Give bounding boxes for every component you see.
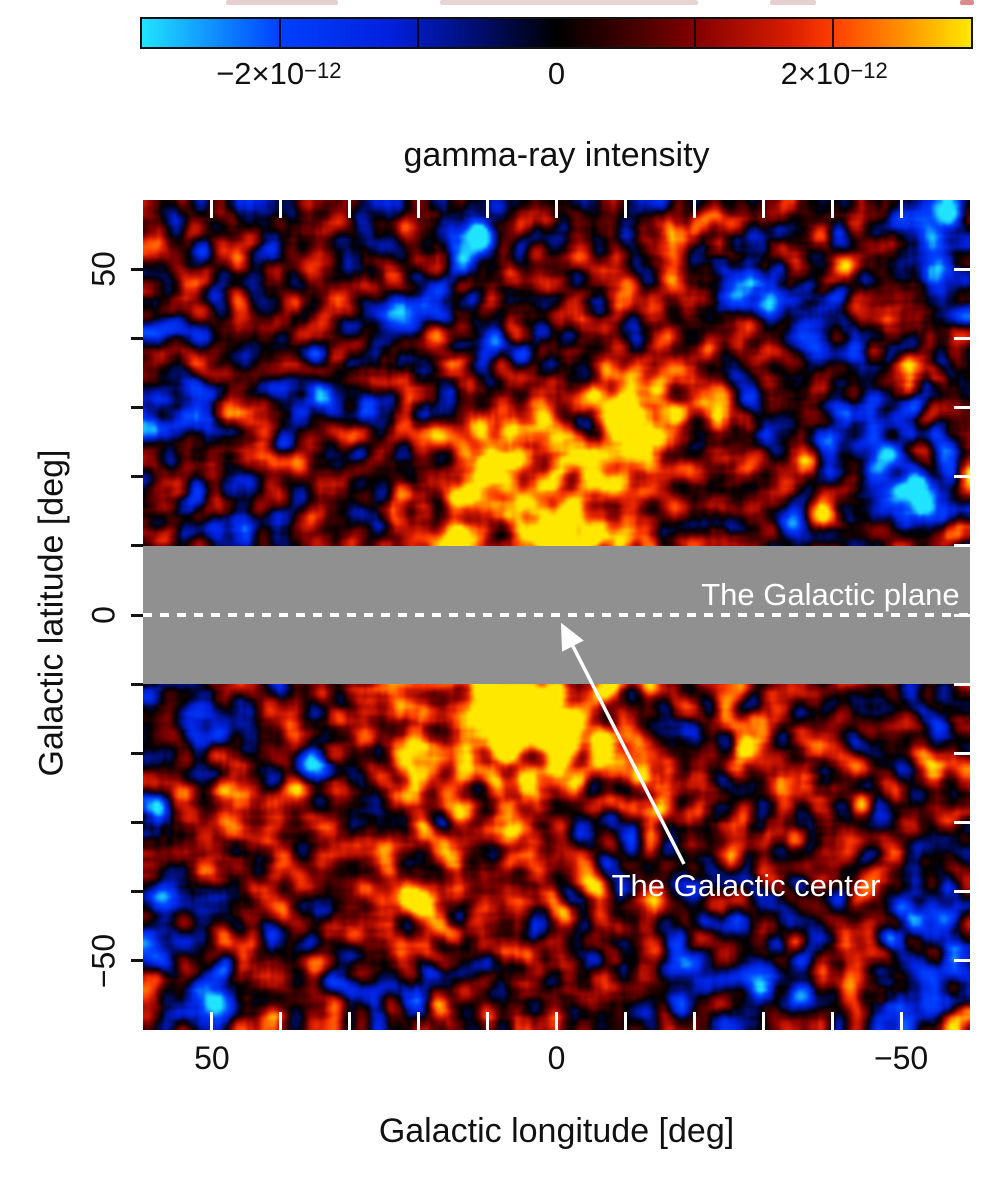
galactic-center-label: The Galactic center: [611, 868, 881, 904]
x-tick-label: 0: [547, 1040, 566, 1076]
colorbar-tick-line: [693, 19, 696, 47]
axis-tick: [279, 200, 283, 218]
axis-tick: [623, 200, 627, 218]
galactic-plane-label: The Galactic plane: [701, 577, 960, 613]
axis-tick: [830, 200, 834, 218]
x-axis-title: Galactic longitude [deg]: [378, 1112, 735, 1150]
axis-tick: [486, 200, 490, 218]
axis-tick: [954, 267, 970, 271]
axis-tick: [131, 890, 143, 894]
axis-tick: [131, 682, 143, 686]
axis-tick: [954, 751, 970, 755]
axis-tick: [210, 200, 214, 218]
axis-tick: [623, 1012, 627, 1030]
axis-tick: [486, 1012, 490, 1030]
axis-tick: [954, 406, 970, 409]
colorbar-tick-line: [417, 19, 420, 47]
axis-tick: [417, 1012, 421, 1030]
axis-tick: [348, 200, 352, 218]
axis-tick: [899, 1012, 903, 1030]
colorbar-tick-label: 2×10−12: [780, 56, 888, 91]
axis-tick: [692, 200, 696, 218]
axis-tick: [210, 1012, 214, 1030]
crop-mark: [960, 0, 974, 5]
colorbar-tick-line: [279, 19, 282, 47]
axis-tick: [954, 613, 970, 617]
axis-tick: [131, 544, 143, 548]
axis-tick: [131, 267, 143, 271]
axis-tick: [131, 336, 143, 340]
axis-tick: [692, 1012, 696, 1030]
axis-tick: [954, 475, 970, 479]
axis-tick: [417, 200, 421, 218]
x-tick-label: 50: [194, 1040, 230, 1076]
axis-tick: [555, 1012, 558, 1030]
axis-tick: [954, 336, 970, 340]
axis-tick: [131, 959, 143, 963]
colorbar-tick-label: −2×10−12: [216, 56, 342, 91]
axis-tick: [348, 1012, 352, 1030]
crop-mark: [440, 0, 698, 5]
axis-tick: [131, 613, 143, 617]
axis-tick: [761, 200, 765, 218]
axis-tick: [131, 751, 143, 755]
y-tick-label: −50: [85, 933, 122, 988]
crop-mark: [770, 0, 816, 5]
heatmap-plot-area: The Galactic plane The Galactic center: [131, 200, 970, 1030]
y-tick-label: 50: [85, 251, 122, 287]
y-axis-title: Galactic latitude [deg]: [32, 449, 71, 777]
colorbar: [140, 17, 973, 49]
colorbar-tick-line: [831, 19, 834, 47]
axis-tick: [954, 821, 970, 824]
axis-tick: [954, 959, 970, 963]
axis-tick: [555, 200, 558, 218]
y-tick-label: 0: [85, 606, 122, 624]
axis-tick: [830, 1012, 834, 1030]
axis-tick: [131, 821, 143, 824]
colorbar-tick-label: 0: [547, 56, 566, 91]
axis-tick: [954, 682, 970, 686]
axis-tick: [954, 544, 970, 548]
galactic-plane-dashed-line: [143, 613, 970, 617]
axis-tick: [131, 475, 143, 479]
figure-title: gamma-ray intensity: [403, 136, 710, 174]
axis-tick: [131, 406, 143, 409]
x-tick-label: −50: [873, 1040, 929, 1076]
axis-tick: [761, 1012, 765, 1030]
axis-tick: [954, 890, 970, 894]
crop-mark: [226, 0, 338, 5]
axis-tick: [279, 1012, 283, 1030]
axis-tick: [899, 200, 903, 218]
